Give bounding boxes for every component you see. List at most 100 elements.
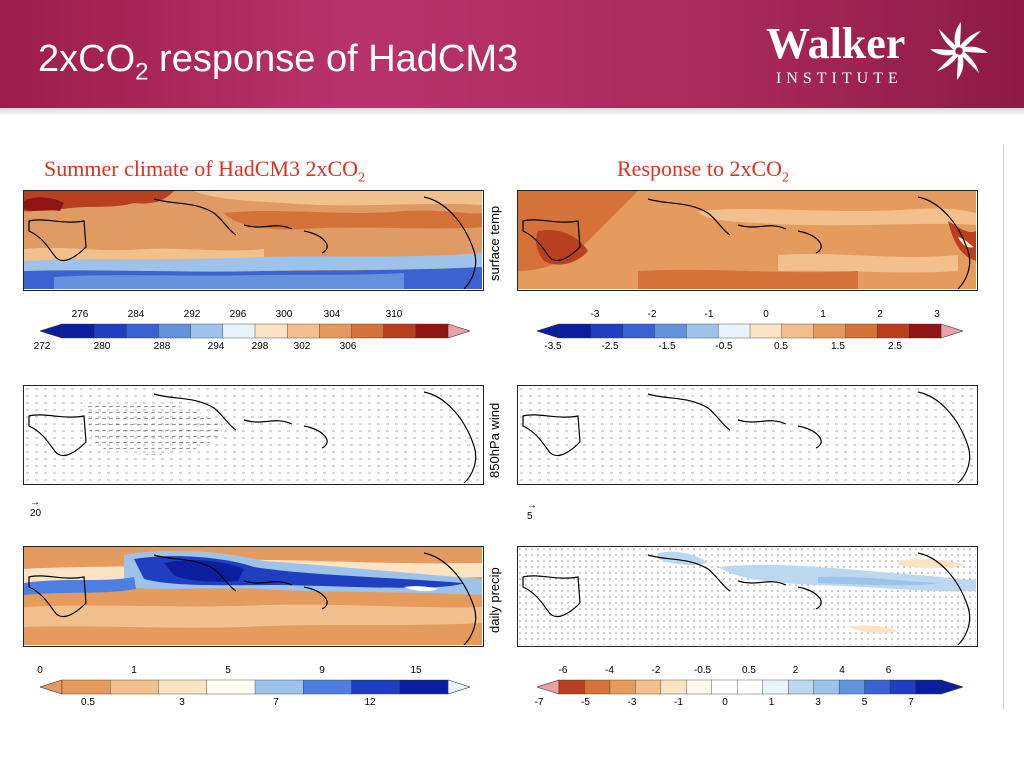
colorbar-end-triangle: [940, 679, 963, 695]
colorbar-swatch: [749, 323, 783, 339]
colorbar-swatch: [622, 323, 655, 339]
colorbar-tick-label: -0.5: [693, 665, 712, 676]
colorbar-swatch: [584, 679, 611, 695]
colorbar-swatch: [254, 323, 288, 339]
colorbar-tick-label: 5: [861, 697, 868, 708]
colorbar-tick-label: -2: [647, 309, 657, 320]
left-heading-text: Summer climate of HadCM3 2xCO: [44, 156, 359, 181]
colorbar-tick-label: 3: [815, 697, 821, 708]
colorbar-end-triangle: [40, 323, 63, 339]
colorbar-swatch: [838, 679, 866, 695]
colorbar-swatch: [383, 323, 417, 339]
colorbar-swatch: [399, 679, 449, 695]
wind-reference-arrow-climate: → 20: [30, 497, 41, 519]
colorbar-swatch: [787, 679, 815, 695]
colorbar-swatch: [158, 323, 192, 339]
wind-climate-field: [24, 386, 482, 483]
wind-reference-value-climate: 20: [30, 508, 42, 519]
reference-arrow-icon: →: [30, 497, 40, 508]
logo-subtitle: INSTITUTE: [776, 70, 903, 87]
colorbar-tick-label: 292: [183, 309, 201, 320]
colorbar-swatch: [717, 323, 751, 339]
slide-title: 2xCO2 response of HadCM3: [38, 38, 518, 87]
colorbar-end-triangle: [447, 323, 470, 339]
right-heading-subscript: 2: [782, 170, 789, 186]
colorbar-tick-label: 272: [33, 341, 51, 352]
colorbar-temp-climate: [40, 323, 470, 339]
map-wind-climate: [23, 385, 484, 485]
colorbar-swatch: [915, 679, 942, 695]
colorbar-tick-label: 0.5: [774, 341, 788, 352]
colorbar-tick-label: -2: [651, 665, 661, 676]
colorbar-tick-label: 0.5: [81, 697, 95, 708]
logo-word: Walker: [766, 19, 906, 68]
colorbar-end-triangle: [537, 323, 560, 339]
colorbar-swatch: [61, 323, 95, 339]
colorbar-tick-label: 300: [275, 309, 293, 320]
colorbar-swatch: [222, 323, 256, 339]
colorbar-swatch: [762, 679, 789, 695]
colorbar-tick-label: 7: [908, 697, 914, 708]
colorbar-tick-label: -1: [704, 309, 714, 320]
wind-reference-value-response: 5: [527, 511, 533, 522]
colorbar-swatch: [286, 323, 320, 339]
precip-response-field: [518, 547, 976, 645]
colorbar-tick-label: 2: [877, 309, 883, 320]
header-bar: [0, 0, 1024, 108]
colorbar-temp-response: [537, 323, 963, 339]
colorbar-swatch: [158, 679, 208, 695]
colorbar-tick-label: -1: [674, 697, 683, 708]
header-shadow: [0, 108, 1024, 116]
colorbar-tick-label: -7: [534, 697, 544, 708]
colorbar-tick-label: -3: [627, 697, 637, 708]
colorbar-tick-label: 1: [768, 697, 775, 708]
row-label-850hpa-wind: 850hPa wind: [487, 402, 502, 478]
colorbar-tick-label: 3: [179, 697, 185, 708]
colorbar-swatch: [813, 323, 846, 339]
map-wind-response: [517, 385, 978, 485]
colorbar-swatch: [889, 679, 917, 695]
colorbar-tick-label: -1.5: [658, 341, 676, 352]
colorbar-tick-label: 294: [207, 341, 225, 352]
colorbar-swatch: [609, 679, 636, 695]
colorbar-swatch: [877, 323, 910, 339]
colorbar-tick-label: -4: [605, 665, 614, 676]
colorbar-swatch: [126, 323, 160, 339]
colorbar-tick-label: 2: [792, 665, 799, 676]
colorbar-swatch: [737, 679, 764, 695]
colorbar-tick-label: 276: [71, 309, 89, 320]
colorbar-tick-label: 12: [364, 697, 376, 708]
left-column-heading: Summer climate of HadCM3 2xCO2: [44, 156, 365, 186]
colorbar-swatch: [93, 323, 127, 339]
colorbar-tick-label: 280: [93, 341, 111, 352]
wind-response-field: [518, 386, 976, 483]
colorbar-tick-label: 0: [37, 665, 43, 676]
walker-institute-logo: Walker INSTITUTE: [766, 18, 996, 94]
colorbar-swatch: [351, 323, 385, 339]
swirl-logo-icon: [930, 22, 988, 80]
colorbar-swatch: [61, 679, 111, 695]
colorbar-swatch: [781, 323, 815, 339]
map-surface-temp-climate: [23, 190, 484, 291]
colorbar-tick-label: 306: [339, 341, 357, 352]
map-precip-climate: [23, 546, 484, 647]
colorbar-swatch: [110, 679, 159, 695]
reference-arrow-icon: →: [527, 500, 537, 511]
colorbar-precip-climate: [40, 679, 470, 695]
colorbar-swatch: [558, 323, 592, 339]
surface-temp-response-field: [518, 191, 976, 289]
colorbar-tick-label: 0: [763, 309, 769, 320]
row-label-daily-precip: daily precip: [487, 567, 502, 633]
colorbar-end-triangle: [40, 679, 63, 695]
colorbar-tick-label: 4: [839, 665, 845, 676]
colorbar-swatch: [864, 679, 891, 695]
colorbar-swatch: [590, 323, 624, 339]
colorbar-swatch: [686, 323, 719, 339]
colorbar-tick-label: 6: [885, 665, 892, 676]
colorbar-swatch: [654, 323, 687, 339]
colorbar-swatch: [908, 323, 942, 339]
colorbar-swatch: [351, 679, 401, 695]
colorbar-swatch: [711, 679, 738, 695]
colorbar-swatch: [319, 323, 353, 339]
colorbar-tick-label: 1.5: [831, 341, 845, 352]
